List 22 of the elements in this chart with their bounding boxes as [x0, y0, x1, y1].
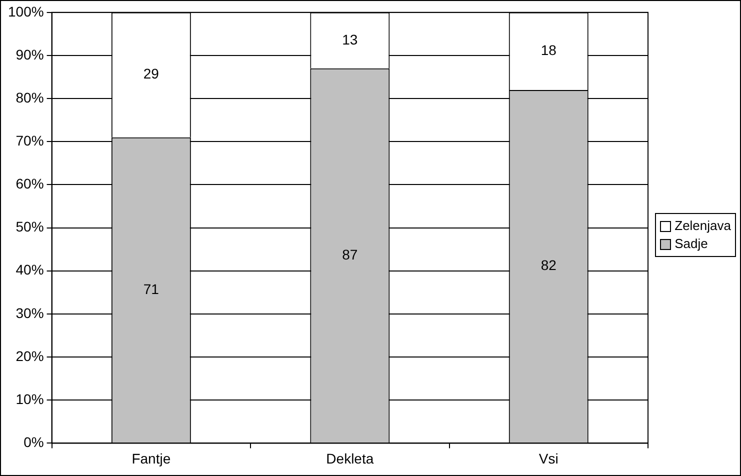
data-label: 29: [143, 66, 160, 82]
y-tick-label: 40%: [16, 262, 44, 278]
data-label: 71: [143, 280, 160, 297]
y-tick-label: 70%: [16, 132, 44, 148]
x-tick-label: Vsi: [538, 450, 558, 466]
y-tick-label: 30%: [16, 304, 44, 321]
y-tick-label: 80%: [16, 89, 44, 106]
y-tick-label: 60%: [16, 176, 44, 192]
x-tick-label: Fantje: [132, 450, 171, 466]
legend-label: Sadje: [674, 235, 708, 253]
data-label: 13: [342, 31, 358, 48]
x-tick-label: Dekleta: [326, 450, 374, 466]
data-label: 82: [540, 257, 557, 274]
text: Zelenjava: [674, 217, 731, 235]
y-tick-label: 0%: [24, 434, 44, 450]
data-label: 18: [540, 42, 557, 58]
y-tick-label: 90%: [16, 46, 44, 62]
y-tick-label: 50%: [16, 218, 44, 235]
y-tick-label: 100%: [8, 3, 44, 20]
y-tick-label: 20%: [16, 348, 44, 364]
y-tick-label: 10%: [16, 390, 44, 407]
data-label: 87: [342, 246, 358, 262]
